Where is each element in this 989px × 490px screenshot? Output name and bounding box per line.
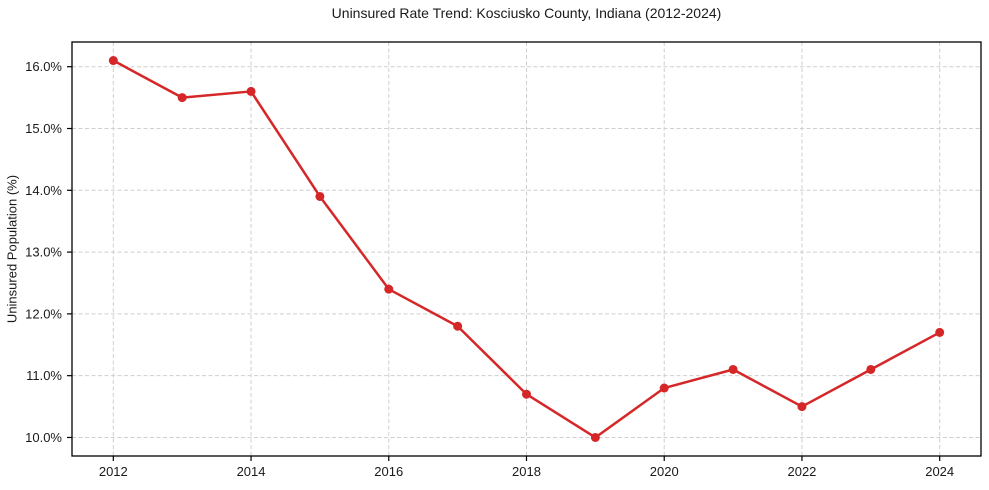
x-tick-label: 2022	[787, 464, 816, 479]
x-tick-label: 2018	[512, 464, 541, 479]
data-point-2024	[935, 327, 945, 337]
data-point-2012	[108, 56, 118, 66]
x-tick-label: 2024	[925, 464, 954, 479]
y-tick-label: 12.0%	[25, 306, 62, 321]
y-tick-label: 13.0%	[25, 245, 62, 260]
data-point-2020	[659, 383, 669, 393]
chart-title: Uninsured Rate Trend: Kosciusko County, …	[331, 5, 722, 21]
y-tick-label: 10.0%	[25, 430, 62, 445]
y-tick-label: 16.0%	[25, 59, 62, 74]
x-tick-label: 2016	[374, 464, 403, 479]
x-tick-label: 2020	[650, 464, 679, 479]
y-tick-label: 14.0%	[25, 183, 62, 198]
data-point-2018	[522, 389, 531, 399]
x-tick-label: 2012	[99, 464, 128, 479]
data-point-2017	[453, 321, 463, 331]
data-point-2013	[177, 93, 187, 103]
data-point-2014	[246, 86, 256, 96]
y-tick-label: 11.0%	[26, 368, 62, 383]
data-point-2016	[384, 284, 394, 294]
data-point-2022	[797, 402, 807, 412]
data-point-2023	[866, 364, 876, 374]
x-tick-label: 2014	[237, 464, 266, 479]
data-point-2019	[590, 432, 600, 442]
data-point-2015	[315, 191, 325, 201]
data-point-2021	[728, 364, 738, 374]
y-tick-label: 15.0%	[25, 121, 62, 136]
